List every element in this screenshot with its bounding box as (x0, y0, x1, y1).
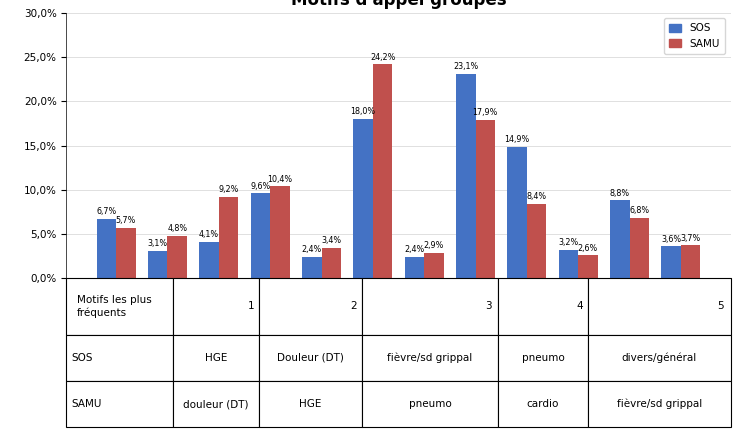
Text: 2,4%: 2,4% (404, 245, 424, 254)
Title: Motifs d'appel groupés: Motifs d'appel groupés (291, 0, 506, 9)
Bar (456, 74, 475, 278)
Bar (681, 245, 700, 278)
Text: 23,1%: 23,1% (453, 62, 478, 72)
Text: 3,6%: 3,6% (661, 235, 681, 244)
Bar (507, 146, 527, 278)
Text: 6,7%: 6,7% (96, 207, 117, 216)
Bar (168, 236, 187, 278)
Text: 17,9%: 17,9% (472, 109, 498, 117)
Bar (354, 119, 373, 278)
Text: 2,6%: 2,6% (578, 244, 598, 252)
Text: 6,8%: 6,8% (630, 206, 649, 215)
Bar (630, 218, 649, 278)
Bar (97, 219, 116, 278)
Bar (579, 255, 598, 278)
Legend: SOS, SAMU: SOS, SAMU (663, 18, 725, 54)
Text: 18,0%: 18,0% (351, 107, 376, 116)
Bar (527, 204, 546, 278)
Text: 3,1%: 3,1% (148, 239, 168, 248)
Text: 8,8%: 8,8% (610, 189, 630, 198)
Bar (373, 65, 393, 278)
Bar (148, 251, 168, 278)
Text: 10,4%: 10,4% (267, 175, 292, 184)
Text: 2,4%: 2,4% (302, 245, 322, 254)
Text: 4,1%: 4,1% (199, 230, 219, 239)
Text: 3,7%: 3,7% (680, 234, 701, 243)
Bar (199, 242, 218, 278)
Text: 8,4%: 8,4% (527, 192, 547, 201)
Bar (661, 246, 681, 278)
Bar (251, 193, 270, 278)
Text: 14,9%: 14,9% (505, 135, 530, 144)
Bar (424, 252, 444, 278)
Bar (116, 228, 136, 278)
Bar (404, 257, 424, 278)
Bar (270, 186, 290, 278)
Bar (610, 201, 630, 278)
Text: 9,6%: 9,6% (250, 182, 271, 191)
Text: 4,8%: 4,8% (168, 224, 187, 233)
Text: 3,2%: 3,2% (559, 238, 579, 247)
Bar (475, 120, 495, 278)
Text: 24,2%: 24,2% (370, 53, 396, 61)
Bar (559, 250, 579, 278)
Bar (302, 257, 322, 278)
Text: 3,4%: 3,4% (321, 236, 341, 245)
Bar (322, 248, 341, 278)
Text: 9,2%: 9,2% (218, 185, 239, 194)
Text: 2,9%: 2,9% (424, 241, 444, 250)
Text: 5,7%: 5,7% (116, 216, 136, 225)
Bar (218, 197, 238, 278)
